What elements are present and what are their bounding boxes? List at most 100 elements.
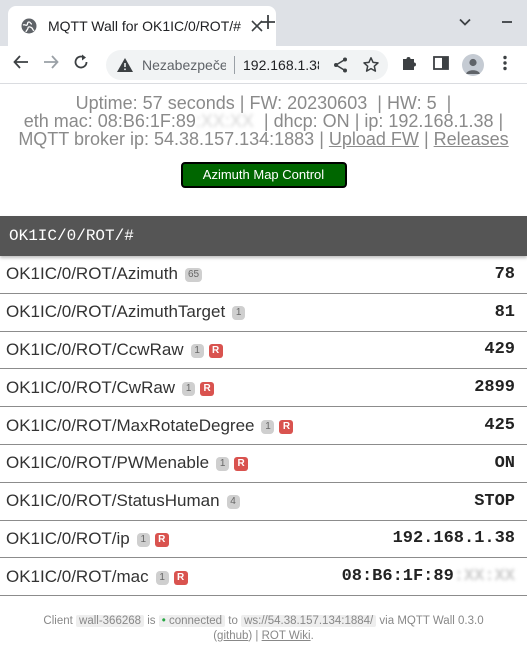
kebab-menu-icon <box>496 54 514 77</box>
topic-value: 192.168.1.38 <box>392 529 515 549</box>
topic-name: OK1IC/0/ROT/StatusHuman 4 <box>6 491 240 511</box>
firmware-version: FW: 20230603 <box>249 93 368 113</box>
topic-value: 78 <box>494 264 515 284</box>
address-separator <box>234 56 235 74</box>
eth-mac: eth mac: 08:B6:1F:89 <box>23 111 196 131</box>
share-icon[interactable] <box>332 56 350 74</box>
back-button[interactable] <box>6 50 36 80</box>
topic-header: OK1IC/0/ROT/# <box>0 216 527 256</box>
topic-row[interactable]: OK1IC/0/ROT/AzimuthTarget 1 81 <box>0 294 527 332</box>
page-content: Uptime: 57 seconds | FW: 20230603 | HW: … <box>0 84 527 597</box>
topic-value: 429 <box>484 340 515 360</box>
topic-row[interactable]: OK1IC/0/ROT/PWMenable 1 R ON <box>0 445 527 483</box>
topic-name: OK1IC/0/ROT/mac 1 R <box>6 567 188 587</box>
retained-badge: R <box>279 419 294 434</box>
avatar-icon <box>462 54 484 76</box>
retained-badge: R <box>208 343 223 358</box>
browser-tab-bar: MQTT Wall for OK1IC/0/ROT/# <box>0 0 527 46</box>
connected-dot-icon: • <box>161 615 166 627</box>
topic-name: OK1IC/0/ROT/PWMenable 1 R <box>6 453 249 473</box>
azimuth-button-wrap: Azimuth Map Control <box>0 162 527 188</box>
retained-badge: R <box>154 532 169 547</box>
reload-button[interactable] <box>66 50 96 80</box>
topic-row[interactable]: OK1IC/0/ROT/StatusHuman 4 STOP <box>0 483 527 521</box>
toolbar-actions <box>393 50 521 80</box>
topic-row[interactable]: OK1IC/0/ROT/ip 1 R 192.168.1.38 <box>0 521 527 559</box>
footer-line-2: (github) | ROT Wiki. <box>213 630 314 642</box>
topic-name: OK1IC/0/ROT/ip 1 R <box>6 529 169 549</box>
puzzle-icon <box>400 54 418 77</box>
topic-row[interactable]: OK1IC/0/ROT/MaxRotateDegree 1 R 425 <box>0 407 527 445</box>
retained-badge: R <box>173 570 188 585</box>
message-count-badge: 1 <box>155 570 169 585</box>
topic-name: OK1IC/0/ROT/AzimuthTarget 1 <box>6 302 246 322</box>
message-count-badge: 1 <box>261 419 275 434</box>
tab-list-button[interactable] <box>455 14 475 34</box>
new-tab-button[interactable] <box>256 12 280 36</box>
message-count-badge: 4 <box>226 495 240 510</box>
side-panel-button[interactable] <box>425 50 457 80</box>
topic-value: 425 <box>484 416 515 436</box>
globe-icon <box>20 17 38 35</box>
message-count-badge: 65 <box>184 268 203 283</box>
insecure-label[interactable]: Nezabezpečeno <box>142 57 226 73</box>
tab-title: MQTT Wall for OK1IC/0/ROT/# <box>48 18 241 34</box>
browser-toolbar: Nezabezpečeno 192.168.1.38 <box>0 46 527 84</box>
forward-button[interactable] <box>36 50 66 80</box>
topic-value: 2899 <box>474 378 515 398</box>
arrow-right-icon <box>42 53 60 76</box>
topic-row[interactable]: OK1IC/0/ROT/CcwRaw 1 R 429 <box>0 332 527 370</box>
topic-name: OK1IC/0/ROT/CwRaw 1 R <box>6 378 215 398</box>
message-count-badge: 1 <box>190 343 204 358</box>
plus-icon <box>260 14 276 35</box>
github-link[interactable]: github <box>217 630 249 642</box>
status-line-3: MQTT broker ip: 54.38.157.134:1883 | Upl… <box>18 129 509 149</box>
profile-button[interactable] <box>457 50 489 80</box>
retained-badge: R <box>200 381 215 396</box>
status-line-2: eth mac: 08:B6:1F:89:XX:XX | dhcp: ON | … <box>23 111 504 131</box>
side-panel-icon <box>432 54 450 77</box>
topic-row[interactable]: OK1IC/0/ROT/Azimuth 65 78 <box>0 256 527 294</box>
topic-value: 81 <box>494 302 515 322</box>
value-redacted: :XX:XX <box>453 567 515 587</box>
status-line-1: Uptime: 57 seconds | FW: 20230603 | HW: … <box>75 93 452 113</box>
footer: Client wall-366268 is • connected to ws:… <box>0 614 527 644</box>
message-count-badge: 1 <box>136 532 150 547</box>
topic-name: OK1IC/0/ROT/MaxRotateDegree 1 R <box>6 416 294 436</box>
client-id: wall-366268 <box>76 615 145 627</box>
azimuth-map-control-button[interactable]: Azimuth Map Control <box>180 162 347 188</box>
hardware-version: HW: 5 <box>386 93 437 113</box>
topic-list: OK1IC/0/ROT/Azimuth 65 78 OK1IC/0/ROT/Azimu… <box>0 256 527 597</box>
websocket-url: ws://54.38.157.134:1884/ <box>241 615 377 627</box>
minimize-button[interactable] <box>497 14 517 34</box>
device-status: Uptime: 57 seconds | FW: 20230603 | HW: … <box>0 84 527 148</box>
topic-value: 08:B6:1F:89:XX:XX <box>341 567 515 587</box>
footer-line-1: Client wall-366268 is • connected to ws:… <box>43 615 484 627</box>
address-bar[interactable]: Nezabezpečeno 192.168.1.38 <box>106 50 388 80</box>
uptime: Uptime: 57 seconds <box>75 93 235 113</box>
topic-row[interactable]: OK1IC/0/ROT/mac 1 R 08:B6:1F:89:XX:XX <box>0 558 527 597</box>
arrow-left-icon <box>12 53 30 76</box>
connection-status-badge: • connected <box>158 615 226 627</box>
upload-fw-link[interactable]: Upload FW <box>328 129 419 149</box>
rot-wiki-link[interactable]: ROT Wiki <box>261 630 311 642</box>
topic-name: OK1IC/0/ROT/CcwRaw 1 R <box>6 340 223 360</box>
close-icon[interactable] <box>248 17 266 35</box>
reload-icon <box>72 53 90 76</box>
topic-value: ON <box>494 453 515 473</box>
star-icon[interactable] <box>362 56 380 74</box>
browser-tab[interactable]: MQTT Wall for OK1IC/0/ROT/# <box>8 6 276 46</box>
releases-link[interactable]: Releases <box>433 129 509 149</box>
warning-triangle-icon[interactable] <box>116 56 134 74</box>
minimize-icon <box>500 15 514 34</box>
extensions-button[interactable] <box>393 50 425 80</box>
message-count-badge: 1 <box>232 306 246 321</box>
topic-value: STOP <box>474 491 515 511</box>
chevron-down-icon <box>458 15 472 34</box>
browser-menu-button[interactable] <box>489 50 521 80</box>
topic-row[interactable]: OK1IC/0/ROT/CwRaw 1 R 2899 <box>0 369 527 408</box>
message-count-badge: 1 <box>216 457 230 472</box>
url-text[interactable]: 192.168.1.38 <box>243 57 319 73</box>
topic-name: OK1IC/0/ROT/Azimuth 65 <box>6 264 203 284</box>
ip-address: ip: 192.168.1.38 <box>364 111 494 131</box>
